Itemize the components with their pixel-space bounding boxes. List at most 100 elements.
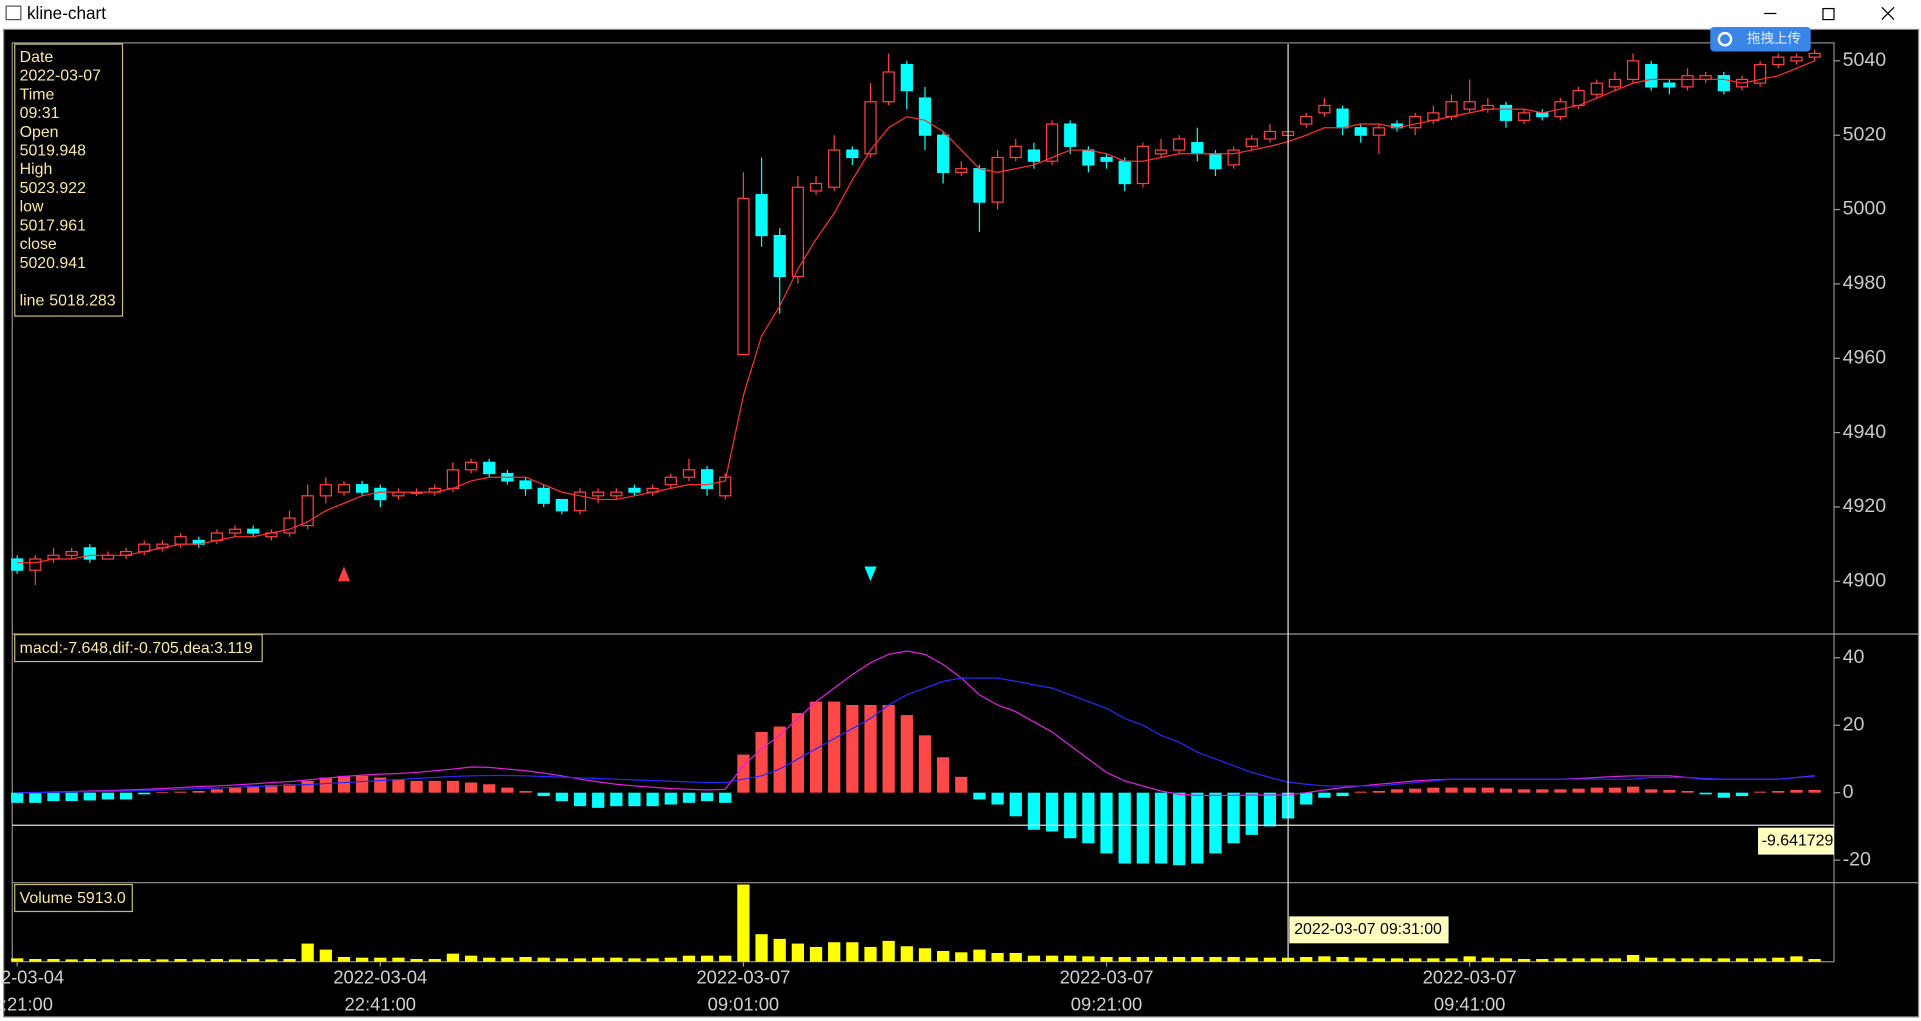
info-label: low [20,199,44,216]
candle-body [973,168,986,203]
volume-bar [356,957,369,962]
volume-bar [1263,957,1277,962]
candle-body [1045,123,1059,162]
candle-body [65,550,78,556]
candle-body [1499,104,1513,121]
volume-bar [573,958,587,962]
overlays: macd:-7.648,dif:-0.705,dea:3.119 Volume … [12,26,1834,962]
y-tick-label: 4980 [1843,272,1887,294]
macd-bar [1064,792,1077,839]
volume-bar [1681,958,1694,962]
macd-bar [65,792,78,802]
volume-bar [247,959,260,962]
volume-bar [1699,958,1712,962]
macd-bar [1354,791,1367,793]
candle-body [737,197,750,356]
volume-bar [392,957,405,962]
volume-bar [1717,958,1730,962]
candle-body [319,484,332,497]
macd-bar [265,784,278,793]
macd-bar [937,757,950,793]
restore-button[interactable] [1822,7,1835,21]
macd-bar [519,790,532,793]
crosshair-value-tag: -9.641729 [1758,827,1834,855]
macd-bar [773,726,786,793]
macd-bar [1645,789,1658,793]
volume-bar [900,946,913,962]
candle-body [1445,101,1458,118]
y-tick-label: 40 [1843,646,1865,668]
upload-button[interactable] [1710,26,1811,52]
macd-bar [464,782,478,793]
volume-bar [337,957,351,962]
candle-body [791,186,805,278]
candle-body [955,168,968,173]
candle-body [1354,127,1367,136]
candle-body [1227,149,1240,166]
candle-body [1717,75,1730,92]
candle-body [1790,56,1803,62]
candle-body [719,476,732,497]
volume-bar [1427,958,1440,962]
macd-bar [428,780,441,793]
macd-bar [628,792,641,807]
volume-bar [1626,954,1640,962]
volume-bar [156,959,169,962]
macd-bar [737,754,750,793]
y-tick-label: -20 [1843,848,1871,870]
macd-bar [192,790,205,793]
candle-body [537,487,550,504]
volume-bar [973,949,986,962]
candle-body [1663,82,1676,88]
x-tick-date: 2022-03-04 [0,967,64,988]
macd-bar [138,792,151,795]
macd-bar [1445,787,1458,793]
volume-bar [773,938,786,962]
volume-bar [1118,957,1131,962]
candle-body [1517,112,1531,121]
volume-bar [700,955,714,962]
macd-bar [1517,789,1531,793]
macd-bar [1118,792,1131,864]
candle-body [1064,123,1077,147]
x-tick-date: 2022-03-07 [696,967,790,988]
volume-bar [755,934,768,962]
candle-body [301,495,314,527]
macd-bar [1699,792,1712,795]
x-tick-date: 2022-03-07 [1060,967,1154,988]
crosshair-value: -9.641729 [1762,832,1834,849]
macd-bar [755,731,768,793]
candle-body [283,517,296,534]
candle-body [374,487,387,501]
volume-bar [11,958,24,962]
macd-bar [991,792,1004,805]
volume-bar [1245,957,1258,962]
crosshair-time-box [1289,916,1449,944]
volume-bar [1536,959,1549,962]
candle-body [1209,153,1222,170]
macd-bar [1154,792,1168,864]
macd-bar [1336,792,1349,797]
macd-bar [1608,787,1622,793]
volume-bar [1808,959,1821,962]
candle-body [1409,115,1422,129]
volume-bar [501,957,514,962]
macd-bar [392,779,405,793]
macd-bar [1735,792,1749,797]
y-tick-label: 4900 [1843,570,1887,592]
volume-bar [991,952,1004,962]
close-button[interactable] [1881,6,1895,21]
candle-body [1645,63,1658,88]
candle-body [773,234,786,278]
macd-bar [174,791,187,793]
macd-bar [1572,788,1585,793]
volume-bar [1336,957,1349,962]
macd-bar [1045,792,1059,832]
candle-body [555,498,568,512]
macd-bar [846,704,859,793]
upload-label[interactable]: 拖拽上传 [1747,31,1801,46]
candle-body [937,134,950,173]
macd-bar [1499,788,1513,793]
volume-bar [174,959,187,962]
volume-bar [737,884,750,962]
